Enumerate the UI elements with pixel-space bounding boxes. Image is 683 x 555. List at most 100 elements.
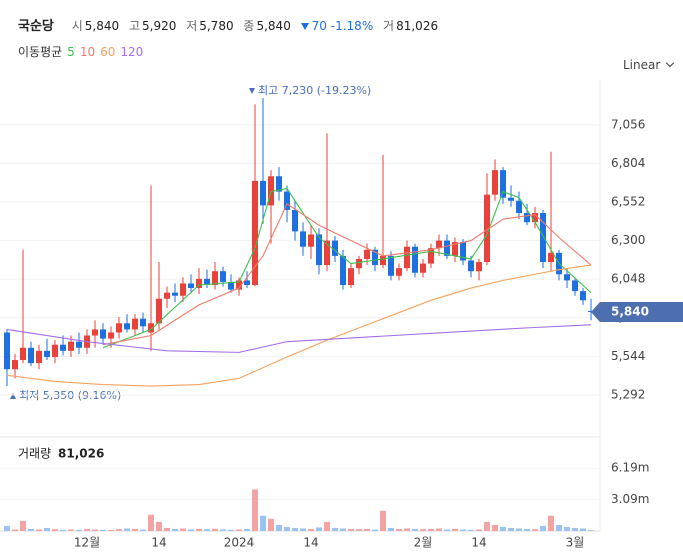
x-tick-label: 14: [151, 536, 166, 550]
y-tick-label: 5,292: [611, 387, 645, 401]
candle-body: [60, 344, 66, 351]
candle-body: [564, 274, 570, 281]
candle-body: [324, 240, 330, 266]
candle-body: [364, 249, 370, 259]
volume-bar: [28, 528, 34, 531]
volume-bar: [220, 529, 226, 531]
candle-body: [148, 323, 154, 333]
moving-average: [102, 203, 592, 346]
volume-bar: [100, 529, 106, 531]
candle-body: [444, 240, 450, 256]
candle-body: [428, 248, 434, 264]
y-tick-label: 6,804: [611, 156, 645, 170]
volume-bar: [356, 529, 362, 531]
candle-body: [164, 292, 170, 299]
volume-bar: [348, 528, 354, 531]
volume-bar: [524, 528, 530, 531]
candle-body: [532, 213, 538, 223]
x-tick-label: 14: [471, 536, 486, 550]
volume-bar: [148, 514, 154, 531]
volume-tick-label: 6.19m: [611, 461, 649, 475]
candle-body: [52, 344, 58, 357]
volume-last: 81,026: [58, 447, 104, 461]
candle-body: [76, 341, 82, 348]
volume-bar: [84, 528, 90, 531]
volume-bar: [452, 528, 458, 531]
label: 종: [243, 19, 255, 33]
volume-bar: [380, 510, 386, 531]
volume-bar: [564, 526, 570, 531]
candle-body: [260, 180, 266, 206]
candle-body: [508, 197, 514, 201]
open: 5,840: [84, 19, 120, 33]
ma-legend-item: 5: [67, 45, 75, 59]
candle-body: [132, 318, 138, 330]
volume-bar: [316, 527, 322, 531]
volume-bar: [156, 521, 162, 531]
volume-bar: [428, 528, 434, 531]
volume-bar: [484, 521, 490, 531]
volume-bar: [444, 529, 450, 531]
volume-bar: [276, 524, 282, 531]
volume-bar: [52, 529, 58, 531]
volume-bar: [396, 528, 402, 531]
volume-bar: [388, 527, 394, 531]
volume-bar: [260, 515, 266, 531]
volume-bar: [364, 528, 370, 531]
candle-body: [300, 231, 306, 247]
low-annotation: 최저 5,350 (9.16%): [19, 389, 121, 402]
candle-body: [284, 191, 290, 210]
x-tick-label: 3월: [566, 536, 585, 550]
volume-title: 거래량: [18, 447, 51, 461]
price-tag: [591, 302, 683, 322]
ma-legend-item: 60: [100, 45, 116, 59]
candle-body: [140, 318, 146, 327]
volume-bar: [60, 529, 66, 531]
candle-body: [124, 323, 130, 330]
volume-bar: [548, 515, 554, 531]
candle-body: [580, 291, 586, 301]
candle-body: [380, 255, 386, 266]
candle-body: [548, 252, 554, 263]
low-marker: [10, 393, 16, 399]
candle-body: [212, 271, 218, 285]
volume-bar: [500, 526, 506, 531]
candle-body: [252, 180, 258, 285]
candle-body: [68, 341, 74, 351]
y-tick-label: 6,300: [611, 233, 645, 247]
candle-body: [44, 350, 50, 357]
volume-bar: [116, 529, 122, 531]
change-pct: -1.18%: [330, 19, 374, 33]
high-marker: [249, 88, 255, 94]
volume-bar: [332, 527, 338, 531]
candle-body: [476, 262, 482, 272]
volume-bar: [292, 527, 298, 531]
candle-body: [204, 278, 210, 285]
label: 거: [383, 19, 395, 33]
candle-body: [220, 271, 226, 282]
volume-bar: [556, 524, 562, 531]
volume-bar: [172, 528, 178, 531]
volume-bar: [68, 529, 74, 531]
candle-body: [108, 332, 114, 339]
volume-bar: [580, 528, 586, 531]
close: 5,840: [256, 19, 291, 33]
volume-bar: [268, 518, 274, 531]
candle-body: [4, 332, 10, 370]
volume-bar: [76, 529, 82, 531]
candle-body: [156, 298, 162, 324]
volume-bar: [468, 529, 474, 531]
volume-bar: [180, 528, 186, 531]
scale-dropdown[interactable]: Linear: [623, 58, 675, 72]
moving-average: [102, 187, 592, 349]
ma-legend-item: 120: [120, 45, 144, 59]
volume-tick-label: 3.09m: [611, 492, 649, 506]
volume-bar: [44, 527, 50, 531]
volume-bar: [204, 529, 210, 531]
volume-bar: [372, 529, 378, 531]
scale-label: Linear: [623, 58, 661, 72]
x-tick-label: 14: [303, 536, 318, 550]
high-annotation: 최고 7,230 (-19.23%): [258, 84, 371, 97]
